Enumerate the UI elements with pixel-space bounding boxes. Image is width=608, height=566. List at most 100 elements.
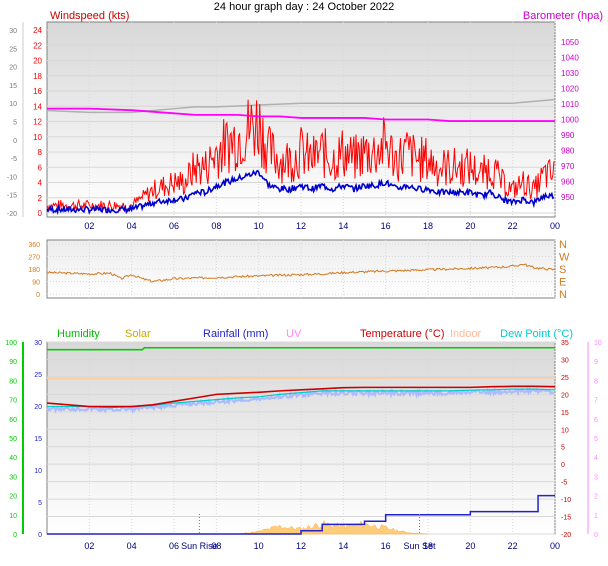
uv-tick-label: 7	[594, 398, 598, 405]
x-tick-label: 04	[127, 541, 137, 551]
wind-baro-panel: Windspeed (kts) Barometer (hpa) 24222018…	[7, 10, 603, 231]
baro-tick-label: 1020	[561, 85, 579, 94]
compass-label: N	[559, 289, 567, 301]
temp-tick-label: -5	[561, 480, 567, 487]
x-tick-label: 04	[127, 221, 137, 231]
direction-tick-label: 360	[28, 242, 40, 249]
temp-tick-label: -20	[561, 532, 571, 539]
x-tick-label: 20	[465, 541, 475, 551]
sun-marker-label: Sun Rise	[181, 541, 218, 551]
wind-average-line	[46, 169, 555, 216]
baro-tick-label: 950	[561, 193, 575, 202]
wind-tick-label: 10	[33, 133, 42, 142]
baro-tick-label: 970	[561, 162, 575, 171]
uv-tick-label: 9	[594, 359, 598, 366]
wind-tick-label: 22	[33, 41, 42, 50]
sun-marker-label: Sun Set	[404, 541, 437, 551]
temp-tick-label: 30	[561, 357, 569, 364]
rain-tick-label: 20	[34, 404, 42, 411]
wind-tick-label: 16	[33, 87, 42, 96]
x-tick-label: 10	[254, 541, 264, 551]
baro-axis-label: Barometer (hpa)	[523, 10, 603, 22]
baro-tick-label: 980	[561, 147, 575, 156]
direction-tick-label: 180	[28, 267, 40, 274]
x-tick-label: 22	[508, 541, 518, 551]
x-tick-label: 02	[84, 541, 94, 551]
temp-tick-label: 15	[561, 410, 569, 417]
x-tick-label: 12	[296, 541, 306, 551]
x-tick-label: 12	[296, 221, 306, 231]
uv-tick-label: 2	[594, 494, 598, 501]
compass-label: W	[559, 252, 570, 264]
wind-tick-label: 6	[38, 163, 43, 172]
x-tick-label: 14	[338, 221, 348, 231]
x-tick-label: 00	[550, 221, 560, 231]
humidity-tick-label: 80	[9, 378, 17, 385]
direction-plot-area	[46, 239, 556, 299]
wind-tick-label: 12	[33, 118, 42, 127]
temp-tick-label: -10	[561, 497, 571, 504]
wind-tick-label: 8	[38, 148, 43, 157]
wind-direction-line	[46, 263, 556, 283]
x-tick-label: 08	[211, 221, 221, 231]
humidity-tick-label: 100	[5, 340, 17, 347]
temp-tick-label: 20	[561, 392, 569, 399]
outer-tick-label: -10	[7, 174, 17, 181]
baro-tick-label: 1010	[561, 100, 579, 109]
temp-tick-label: 5	[561, 445, 565, 452]
baro-tick-label: 1050	[561, 38, 579, 47]
indoor-line	[47, 377, 555, 380]
uv-tick-label: 1	[594, 513, 598, 520]
temp-tick-label: 35	[561, 340, 569, 347]
legend-rainfall: Rainfall (mm)	[203, 328, 268, 340]
rain-tick-label: 5	[38, 500, 42, 507]
compass-label: N	[559, 239, 567, 251]
legend-uv: UV	[286, 328, 302, 340]
wind-tick-label: 18	[33, 72, 42, 81]
direction-tick-label: 270	[28, 255, 40, 262]
barometer-line	[47, 107, 555, 122]
x-tick-label: 10	[254, 221, 264, 231]
wind-tick-label: 4	[38, 179, 43, 188]
legend-dew-point: Dew Point (°C)	[500, 328, 573, 340]
windspeed-line	[46, 99, 555, 213]
uv-tick-label: 4	[594, 455, 598, 462]
outer-tick-label: 25	[9, 46, 17, 53]
x-tick-label: 08	[211, 541, 221, 551]
outer-tick-label: -15	[7, 193, 17, 200]
page-title: 24 hour graph day : 24 October 2022	[214, 1, 394, 13]
baro-tick-label: 1030	[561, 69, 579, 78]
humidity-tick-label: 0	[13, 532, 17, 539]
humidity-tick-label: 70	[9, 398, 17, 405]
temperature-line	[46, 385, 556, 408]
humidity-tick-label: 50	[9, 436, 17, 443]
baro-tick-label: 1040	[561, 54, 579, 63]
wind-tick-label: 14	[33, 102, 42, 111]
x-tick-label: 18	[423, 221, 433, 231]
rain-tick-label: 10	[34, 468, 42, 475]
compass-label: E	[559, 277, 566, 289]
compass-label: S	[559, 264, 566, 276]
x-tick-label: 00	[550, 541, 560, 551]
outer-tick-label: -5	[11, 156, 17, 163]
uv-tick-label: 5	[594, 436, 598, 443]
x-tick-label: 14	[338, 541, 348, 551]
baro-tick-label: 990	[561, 131, 575, 140]
humidity-tick-label: 10	[9, 513, 17, 520]
wind-tick-label: 2	[38, 194, 43, 203]
humidity-line	[47, 346, 555, 351]
wind-axis-label: Windspeed (kts)	[50, 10, 129, 22]
x-tick-label: 06	[169, 541, 179, 551]
uv-tick-label: 10	[594, 340, 602, 347]
uv-tick-label: 6	[594, 417, 598, 424]
direction-tick-label: 0	[36, 292, 40, 299]
rain-tick-label: 0	[38, 532, 42, 539]
humidity-tick-label: 20	[9, 494, 17, 501]
outer-tick-label: -20	[7, 211, 17, 218]
wind-tick-label: 0	[38, 209, 43, 218]
x-tick-label: 18	[423, 541, 433, 551]
outer-tick-label: 15	[9, 83, 17, 90]
outer-tick-label: 20	[9, 65, 17, 72]
rain-tick-label: 25	[34, 372, 42, 379]
